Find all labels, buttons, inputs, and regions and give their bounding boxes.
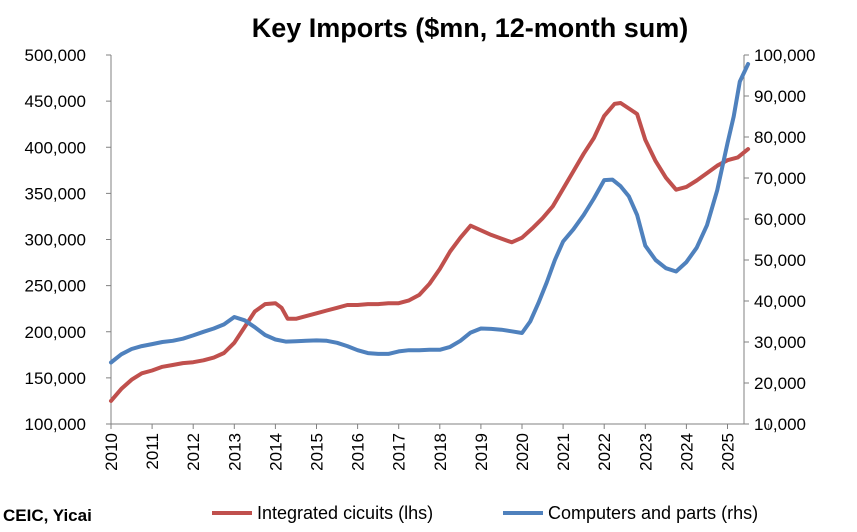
x-tick-label: 2018 xyxy=(431,433,450,471)
right-tick-label: 50,000 xyxy=(754,251,806,270)
right-tick-label: 80,000 xyxy=(754,128,806,147)
series-line-computers xyxy=(109,62,751,365)
left-tick-label: 250,000 xyxy=(25,277,86,296)
left-tick-label: 350,000 xyxy=(25,184,86,203)
left-tick-label: 150,000 xyxy=(25,369,86,388)
legend-label: Computers and parts (rhs) xyxy=(548,503,758,523)
x-tick-label: 2017 xyxy=(390,433,409,471)
x-tick-label: 2025 xyxy=(719,433,738,471)
right-tick-label: 70,000 xyxy=(754,169,806,188)
x-tick-label: 2023 xyxy=(636,433,655,471)
x-tick-label: 2011 xyxy=(143,433,162,470)
x-tick-label: 2024 xyxy=(677,433,696,471)
right-tick-label: 10,000 xyxy=(754,415,806,434)
right-tick-label: 60,000 xyxy=(754,210,806,229)
left-tick-label: 450,000 xyxy=(25,92,86,111)
right-tick-label: 20,000 xyxy=(754,374,806,393)
x-tick-label: 2019 xyxy=(472,433,491,471)
right-tick-label: 40,000 xyxy=(754,292,806,311)
x-tick-label: 2013 xyxy=(225,433,244,471)
source-label: CEIC, Yicai xyxy=(3,506,92,525)
x-tick-label: 2015 xyxy=(308,433,327,471)
legend-label: Integrated cicuits (lhs) xyxy=(257,503,433,523)
legend: Integrated cicuits (lhs) Computers and pa… xyxy=(212,503,758,523)
x-tick-label: 2022 xyxy=(595,433,614,471)
plot-area: 100,000 150,000 200,000 250,000 300,000 350,0… xyxy=(25,46,816,471)
left-tick-label: 100,000 xyxy=(25,415,86,434)
x-tick-label: 2012 xyxy=(184,433,203,471)
chart-title: Key Imports ($mn, 12-month sum) xyxy=(252,13,689,43)
right-tick-label: 90,000 xyxy=(754,87,806,106)
x-tick-label: 2016 xyxy=(349,433,368,471)
left-tick-label: 400,000 xyxy=(25,138,86,157)
right-tick-label: 100,000 xyxy=(754,46,815,65)
x-tick-label: 2014 xyxy=(266,433,285,471)
left-tick-label: 300,000 xyxy=(25,231,86,250)
left-tick-label: 500,000 xyxy=(25,46,86,65)
x-tick-label: 2021 xyxy=(554,433,573,471)
right-tick-label: 30,000 xyxy=(754,333,806,352)
x-tick-label: 2010 xyxy=(102,433,121,471)
left-tick-label: 200,000 xyxy=(25,323,86,342)
x-tick-label: 2020 xyxy=(513,433,532,471)
series-line-integrated-circuits xyxy=(109,101,751,403)
